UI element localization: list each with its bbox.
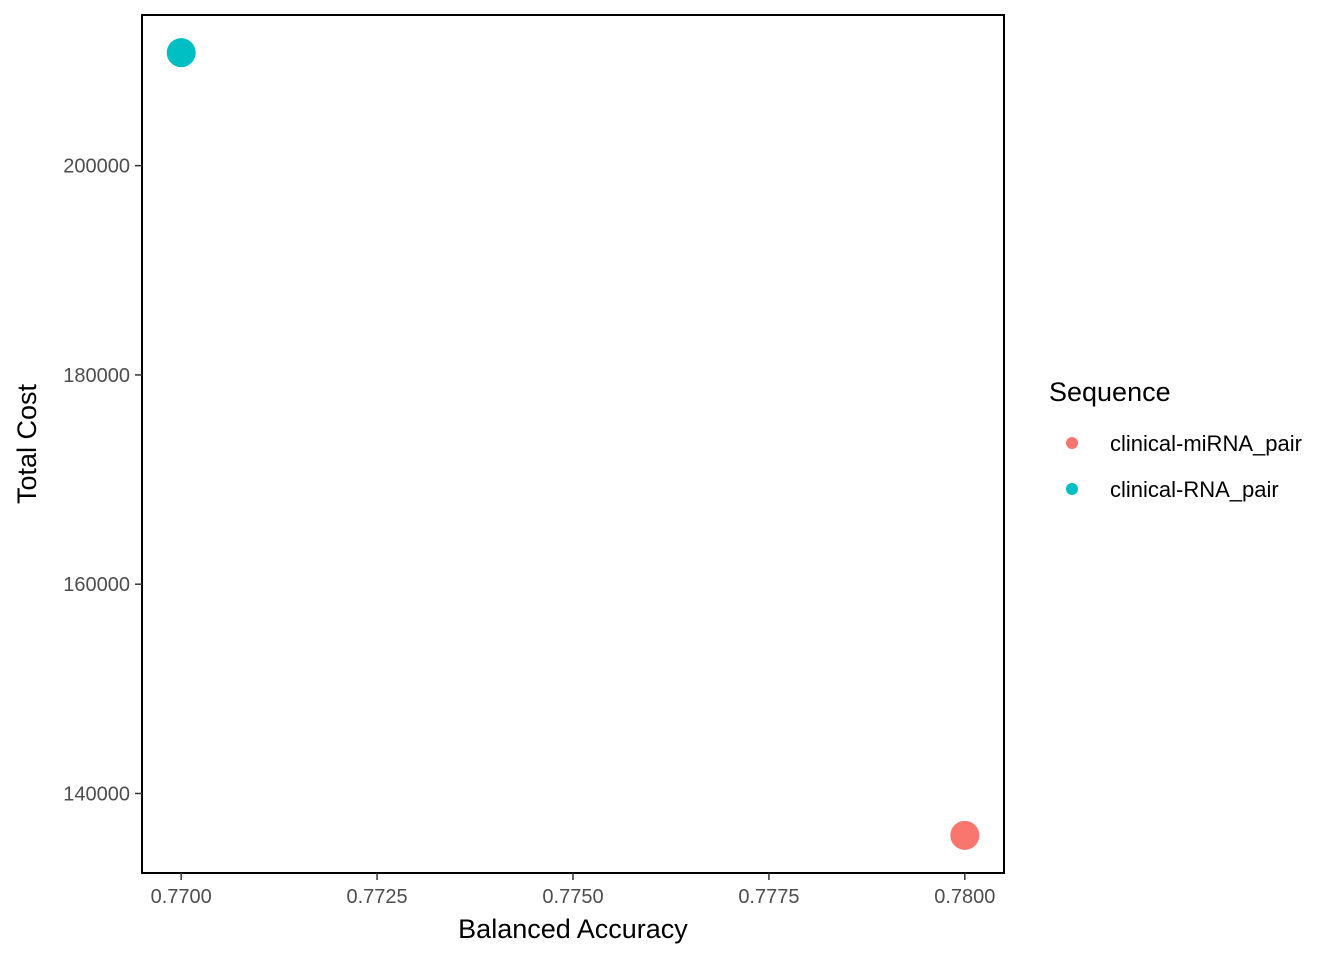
legend-label: clinical-RNA_pair [1110, 477, 1279, 502]
y-axis-title: Total Cost [12, 383, 42, 504]
y-tick-label: 180000 [63, 365, 130, 387]
x-tick-label: 0.7725 [347, 886, 408, 908]
legend-items: clinical-miRNA_pair clinical-RNA_pair [1066, 431, 1302, 502]
data-points [166, 38, 980, 850]
legend-key-clinical-miRNA_pair [1066, 437, 1078, 449]
data-point-clinical-miRNA_pair [950, 820, 980, 850]
y-axis: 140000 160000 180000 200000 [63, 156, 142, 805]
x-tick-label: 0.7700 [151, 886, 212, 908]
x-tick-label: 0.7750 [542, 886, 603, 908]
y-tick-label: 160000 [63, 574, 130, 596]
legend-label: clinical-miRNA_pair [1110, 431, 1302, 456]
data-point-clinical-RNA_pair [166, 38, 196, 68]
x-tick-label: 0.7775 [738, 886, 799, 908]
x-tick-label: 0.7800 [934, 886, 995, 908]
y-tick-label: 200000 [63, 156, 130, 178]
y-tick-label: 140000 [63, 783, 130, 805]
legend: Sequence clinical-miRNA_pair clinical-RNA… [1049, 377, 1302, 502]
x-axis: 0.7700 0.7725 0.7750 0.7775 0.7800 [151, 873, 995, 908]
legend-key-clinical-RNA_pair [1066, 483, 1078, 495]
x-axis-title: Balanced Accuracy [458, 914, 688, 944]
legend-title: Sequence [1049, 377, 1171, 407]
